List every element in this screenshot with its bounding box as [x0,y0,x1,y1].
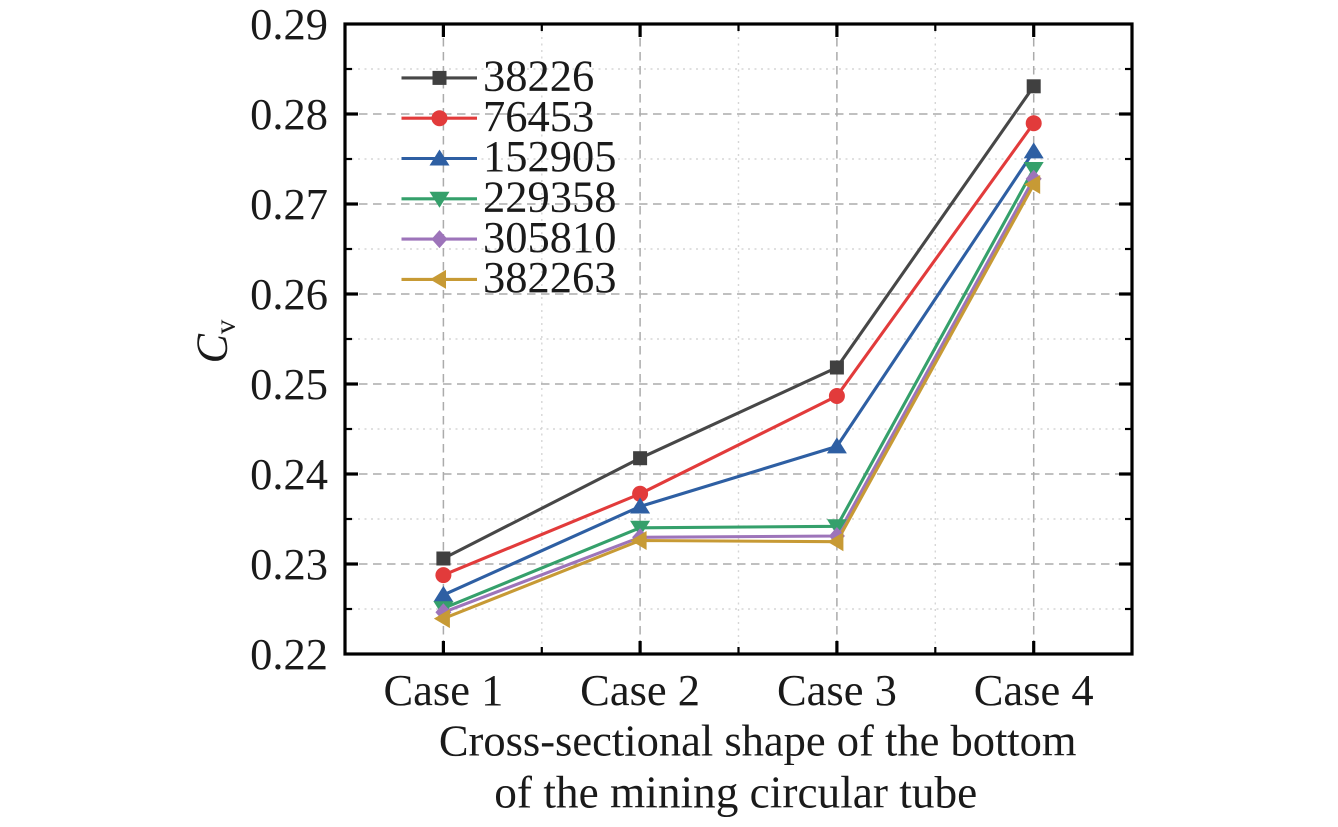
svg-text:0.27: 0.27 [250,179,328,229]
svg-text:0.29: 0.29 [250,0,328,49]
svg-text:Case 4: Case 4 [974,665,1094,715]
svg-text:0.24: 0.24 [250,449,328,499]
svg-text:152905: 152905 [483,131,617,181]
svg-text:Cross-sectional shape of the b: Cross-sectional shape of the bottom [439,716,1077,766]
svg-text:0.23: 0.23 [250,539,328,589]
svg-text:38226: 38226 [483,51,594,101]
svg-text:382263: 382263 [483,252,617,302]
svg-text:0.25: 0.25 [250,359,328,409]
svg-text:0.26: 0.26 [250,269,328,319]
svg-text:305810: 305810 [483,212,617,262]
svg-text:76453: 76453 [483,91,594,141]
svg-text:Case 3: Case 3 [777,665,897,715]
svg-text:0.28: 0.28 [250,89,328,139]
svg-text:229358: 229358 [483,172,617,222]
svg-text:of the mining circular tube: of the mining circular tube [494,768,977,818]
svg-text:Case 1: Case 1 [383,665,503,715]
svg-text:0.22: 0.22 [250,629,328,679]
svg-text:Case 2: Case 2 [580,665,700,715]
